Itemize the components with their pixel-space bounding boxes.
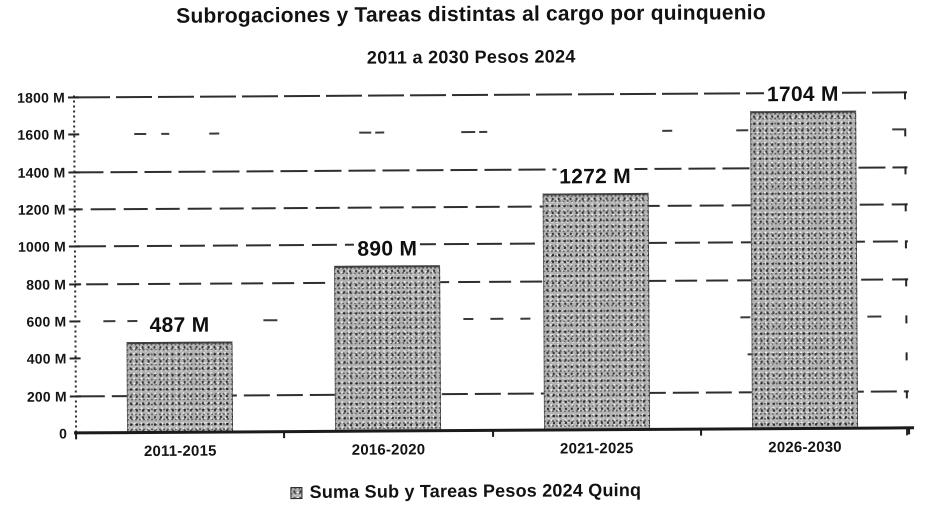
x-axis-tick [75, 432, 78, 440]
bar [126, 341, 234, 434]
y-axis-right-tick [904, 166, 907, 175]
x-axis-category-label: 2016-2020 [351, 441, 426, 459]
legend: Suma Sub y Tareas Pesos 2024 Quinq [0, 478, 938, 505]
y-axis-tick [69, 357, 81, 360]
gridline-fragment [662, 130, 673, 133]
y-axis-tick [68, 96, 80, 99]
gridline-fragment [740, 316, 751, 319]
y-axis-right-tick [905, 277, 908, 287]
bar [542, 192, 650, 431]
y-axis-tick-label: 0 [59, 425, 68, 442]
gridline-fragment [375, 131, 385, 134]
plot-area: 487 M 2011-2015 890 M 2016-2020 1272 M 2021-2… [68, 82, 915, 460]
gridline-fragment [490, 317, 504, 320]
y-axis-tick-label: 200 M [26, 388, 67, 405]
chart-subtitle: 2011 a 2030 Pesos 2024 [366, 46, 576, 68]
bar-value-text: 487 M [146, 313, 213, 338]
gridline-fragment [461, 131, 476, 134]
y-axis-right-tick [905, 315, 908, 324]
gridline-fragment [134, 133, 147, 136]
y-axis-tick-label: 1600 M [17, 126, 66, 144]
x-axis-tick [699, 428, 702, 436]
bar-value-text: 1704 M [763, 82, 842, 107]
y-axis-tick-label: 1200 M [17, 201, 66, 218]
y-axis-right-tick [903, 91, 907, 100]
y-axis-tick [68, 171, 80, 174]
y-axis-tick-label: 1400 M [17, 164, 66, 181]
gridline-fragment [479, 131, 488, 134]
x-axis-category-label: 2011-2015 [143, 442, 217, 461]
y-axis-tick-label: 800 M [26, 276, 67, 293]
bar-value-text: 1272 M [556, 164, 635, 189]
y-axis-tick [69, 395, 81, 398]
bar-value-label: 487 M [109, 313, 249, 338]
y-axis-right-tick [904, 203, 907, 212]
y-axis-tick [68, 208, 80, 211]
y-axis-tick-label: 400 M [26, 350, 67, 368]
y-axis-tick [69, 283, 81, 286]
gridline-fragment [359, 131, 372, 135]
gridline-fragment [463, 317, 474, 321]
gridline-fragment [161, 133, 170, 136]
y-axis-right-tick [904, 128, 907, 137]
x-axis-tick [491, 429, 494, 437]
gridline-fragment [736, 129, 749, 132]
gridline-fragment [867, 315, 882, 318]
legend-marker-icon [290, 486, 303, 499]
bar-value-text: 890 M [354, 237, 421, 261]
x-axis-category-label: 2026-2030 [768, 438, 842, 457]
bar [749, 110, 858, 430]
y-axis-line [72, 95, 78, 436]
bar-value-label: 1272 M [525, 164, 665, 189]
y-axis-tick [69, 320, 81, 323]
bar [334, 265, 442, 432]
y-axis-tick [68, 133, 80, 136]
y-axis-tick-label: 600 M [26, 313, 67, 330]
y-axis-tick-label: 1000 M [17, 238, 66, 256]
legend-label: Suma Sub y Tareas Pesos 2024 Quinq [309, 479, 642, 502]
x-axis-category-label: 2021-2025 [559, 440, 634, 458]
gridline-fragment [263, 319, 278, 322]
y-axis-labels: 0 200 M 400 M 600 M 800 M 1000 M 1200 M 1400 M 1… [0, 89, 67, 441]
chart-title: Subrogaciones y Tareas distintas al carg… [176, 1, 766, 28]
gridline-fragment [892, 128, 905, 131]
y-axis-right-tick [905, 389, 908, 399]
gridline-fragment [520, 317, 531, 320]
bar-value-label: 1704 M [733, 82, 873, 107]
gridline-fragment [209, 132, 220, 135]
y-axis-tick [68, 245, 80, 248]
y-axis-right-tick [905, 352, 908, 361]
x-axis-tick [908, 427, 911, 435]
y-axis-tick-label: 1800 M [17, 89, 66, 106]
y-axis-right-tick [904, 240, 907, 249]
x-axis-tick [283, 431, 286, 439]
bar-value-label: 890 M [317, 237, 457, 262]
